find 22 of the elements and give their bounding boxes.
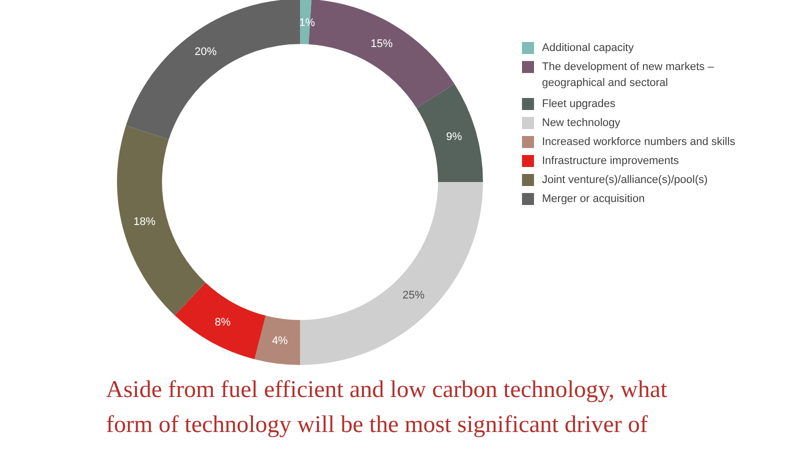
data-label: 15% bbox=[370, 38, 393, 50]
donut-slice bbox=[117, 125, 206, 316]
data-label: 20% bbox=[194, 46, 217, 58]
donut-slice bbox=[254, 316, 300, 365]
legend-label: Fleet upgrades bbox=[542, 98, 616, 110]
data-label: 25% bbox=[402, 289, 425, 302]
data-label: 9% bbox=[446, 131, 462, 144]
legend-label: New technology bbox=[542, 116, 621, 129]
data-label: 18% bbox=[134, 216, 156, 228]
legend-label: Infrastructure improvements bbox=[542, 154, 680, 167]
legend-label: Increased workforce numbers and skills bbox=[542, 136, 736, 148]
data-label: 4% bbox=[272, 335, 288, 348]
legend-label: Joint venture(s)/alliance(s)/pool(s) bbox=[542, 174, 708, 186]
donut-slice bbox=[174, 282, 266, 360]
text: Aside from fuel efficient and low carbon technology, what form of technology will be the most significant driver of bbox=[106, 377, 668, 438]
donut-slice bbox=[416, 84, 483, 182]
legend-label: Merger or acquisition bbox=[542, 192, 645, 205]
data-label: 8% bbox=[214, 316, 231, 329]
legend-label: Additional capacity bbox=[542, 42, 634, 54]
donut-slice bbox=[126, 0, 300, 140]
legend-label: The development of new markets – geographical and sectoral bbox=[542, 60, 715, 89]
donut-slice bbox=[300, 182, 483, 365]
